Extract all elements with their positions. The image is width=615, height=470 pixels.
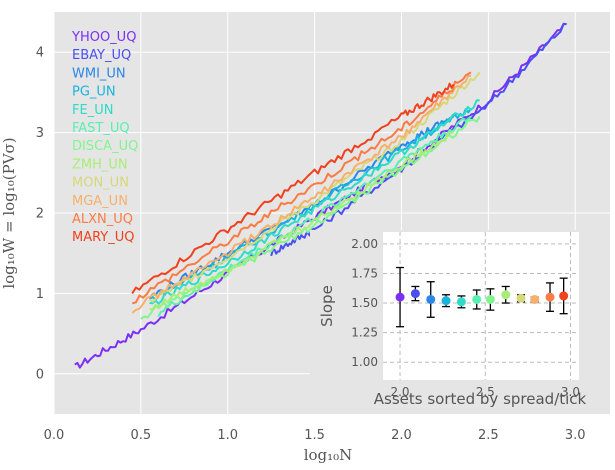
x-tick-label: 1.5: [304, 428, 325, 443]
legend-entry: WMI_UN: [72, 66, 126, 81]
inset-point-zmh-un: [501, 290, 511, 300]
inset-point-disca-uq: [485, 294, 495, 304]
series-line-mon-un: [148, 71, 481, 303]
y-tick-label: 3: [36, 126, 44, 141]
inset-point-alxn-uq: [545, 292, 555, 302]
series-line-mary-uq: [131, 82, 455, 295]
series-line-mga-un: [131, 74, 472, 314]
legend: YHOO_UQ EBAY_UQ WMI_UN PG_UN FE_UN FAST_UQ DIS…: [71, 30, 138, 245]
series-line-zmh-un: [149, 131, 454, 311]
x-tick-label: 3.0: [565, 428, 586, 443]
legend-entry: MON_UN: [72, 176, 129, 191]
inset-point-ebay-uq: [410, 289, 420, 299]
series-line-ebay-uq: [270, 23, 567, 257]
inset-point-fast-uq: [472, 294, 482, 304]
y-tick-label: 0: [36, 367, 44, 382]
inset-y-tick-label: 2.00: [351, 237, 378, 251]
inset-point-mary-uq: [559, 291, 569, 301]
legend-entry: YHOO_UQ: [71, 30, 136, 45]
x-tick-label: 0.0: [44, 428, 65, 443]
inset-point-wmi-un: [426, 294, 436, 304]
x-axis-label: log₁₀N: [304, 446, 353, 464]
legend-entry: FE_UN: [72, 103, 113, 118]
y-tick-label: 4: [36, 46, 44, 61]
x-tick-label: 1.0: [217, 428, 238, 443]
y-tick-label: 2: [36, 207, 44, 222]
inset-y-label: Slope: [318, 285, 336, 327]
x-tick-label: 2.5: [478, 428, 499, 443]
inset-point-mga-un: [530, 294, 540, 304]
inset-x-tick-label: 3.0: [561, 385, 580, 399]
x-tick-label: 2.0: [391, 428, 412, 443]
series-line-disca-uq: [140, 115, 481, 320]
inset-point-mon-un: [516, 293, 526, 303]
inset-y-tick-label: 1.75: [351, 266, 378, 280]
inset-chart: 2.0 2.5 3.0 1.00 1.25 1.50 1.75 2.00 Assets sor…: [310, 230, 610, 414]
inset-plot-area: [383, 232, 579, 380]
legend-entry: MGA_UN: [72, 194, 128, 209]
inset-point-pg-un: [441, 296, 451, 306]
legend-entry: DISCA_UQ: [72, 139, 138, 154]
legend-entry: PG_UN: [72, 85, 116, 100]
inset-point-fe-un: [456, 297, 466, 307]
legend-entry: ALXN_UQ: [72, 212, 133, 227]
legend-entry: EBAY_UQ: [72, 48, 131, 63]
inset-x-tick-label: 2.5: [476, 385, 495, 399]
inset-y-tick-label: 1.00: [351, 355, 378, 369]
inset-y-tick-label: 1.25: [351, 326, 378, 340]
legend-entry: ZMH_UN: [72, 157, 128, 172]
inset-x-tick-label: 2.0: [390, 385, 409, 399]
legend-entry: FAST_UQ: [72, 121, 130, 136]
inset-x-label: Assets sorted by spread/tick: [374, 390, 587, 408]
inset-ticks: 2.0 2.5 3.0 1.00 1.25 1.50 1.75 2.00: [351, 237, 580, 399]
y-axis-label: log₁₀W = log₁₀(PVσ): [0, 137, 18, 288]
y-tick-label: 1: [36, 287, 44, 302]
inset-point-yhoo-uq: [395, 292, 405, 302]
main-ticks: 0.0 0.5 1.0 1.5 2.0 2.5 3.0 0 1 2 3 4: [36, 46, 586, 443]
inset-points: [395, 266, 569, 328]
inset-y-tick-label: 1.50: [351, 296, 378, 310]
main-series-group: [74, 22, 567, 369]
x-tick-label: 0.5: [131, 428, 152, 443]
legend-entry: MARY_UQ: [72, 230, 135, 245]
series-line-alxn-uq: [131, 71, 472, 305]
